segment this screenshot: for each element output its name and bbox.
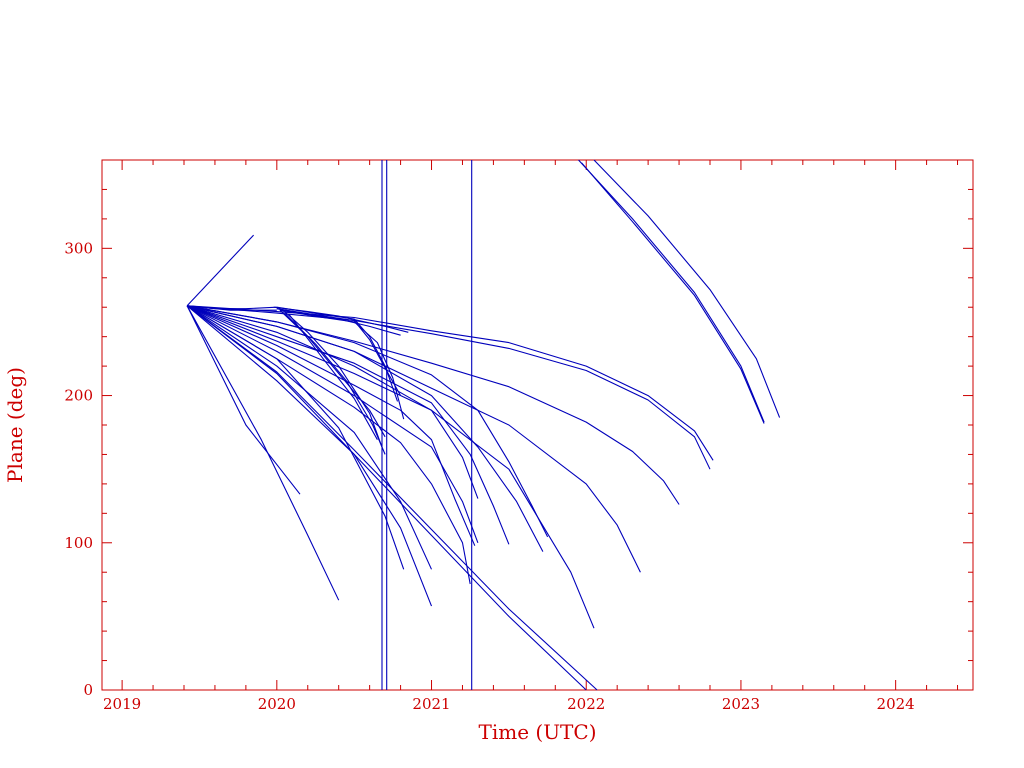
series-line [187,305,711,470]
x-tick-label: 2024 [877,695,915,713]
series-line [186,305,544,552]
x-tick-label: 2021 [412,695,450,713]
series-line [186,305,598,691]
series-line [186,305,301,495]
axis-ticks [102,159,973,691]
series-line [187,305,714,461]
plot-frame [101,159,974,691]
x-tick-label: 2020 [258,695,296,713]
series-line [186,305,476,546]
series-line [581,162,765,424]
y-tick-label: 0 [83,681,93,699]
series-line [187,305,549,538]
series-line [186,305,479,499]
series-line [186,305,340,601]
x-tick-label: 2019 [103,695,141,713]
series-line [578,159,765,423]
series-line [288,314,378,440]
y-tick-label: 200 [64,387,93,405]
series-line [186,305,595,629]
series-line [279,309,386,438]
series-line [186,305,405,570]
series-line [593,159,781,418]
series-line [186,305,510,545]
y-tick-label: 300 [64,239,93,257]
x-tick-label: 2022 [567,695,605,713]
series-line [186,305,587,691]
series-group [186,159,781,691]
series-line [284,311,383,448]
y-tick-label: 100 [64,534,93,552]
y-axis-label: Plane (deg) [3,367,27,483]
series-line [279,309,405,420]
series-line [186,305,479,543]
series-line [186,234,255,307]
series-line [186,305,433,570]
series-line [186,305,433,607]
x-axis-label: Time (UTC) [479,720,597,744]
x-tick-label: 2023 [722,695,760,713]
tick-labels: 2019 2020 2021 2022 2023 2024 0 100 200 300 [64,239,914,713]
